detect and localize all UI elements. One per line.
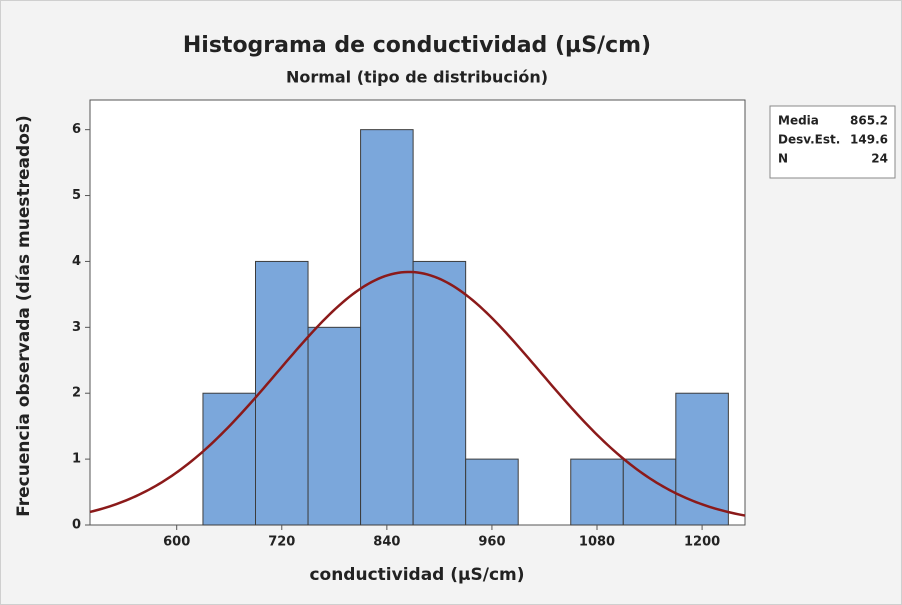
- x-tick-label: 1080: [579, 535, 615, 550]
- y-tick-label: 2: [72, 386, 81, 401]
- bar: [307, 326, 362, 526]
- x-axis-label: conductividad (µS/cm): [309, 565, 524, 585]
- y-tick-label: 1: [72, 452, 81, 467]
- bar: [570, 458, 624, 526]
- chart-title: Histograma de conductividad (µS/cm): [183, 33, 651, 58]
- stat-value: 865.2: [850, 114, 888, 128]
- bar: [465, 458, 519, 526]
- y-tick-label: 3: [72, 320, 81, 335]
- y-tick-label: 5: [72, 188, 81, 203]
- stats-box: [769, 105, 896, 179]
- normal-fit: [89, 270, 746, 517]
- stat-label: N: [778, 152, 788, 166]
- stat-label: Media: [778, 114, 819, 128]
- bar: [360, 129, 414, 526]
- bar: [622, 458, 677, 526]
- y-tick-label: 4: [72, 254, 81, 269]
- y-axis-label: Frecuencia observada (días muestreados): [14, 115, 34, 517]
- bar: [255, 260, 309, 526]
- stat-label: Desv.Est.: [778, 133, 840, 147]
- x-tick-label: 840: [373, 535, 400, 550]
- x-tick-label: 1200: [684, 535, 720, 550]
- stat-value: 24: [871, 152, 888, 166]
- x-tick-label: 720: [268, 535, 295, 550]
- y-tick-label: 6: [72, 122, 81, 137]
- y-tick-label: 0: [72, 518, 81, 533]
- x-tick-label: 960: [478, 535, 505, 550]
- x-tick-label: 600: [163, 535, 190, 550]
- bar: [412, 260, 467, 526]
- bar: [202, 392, 257, 526]
- chart-subtitle: Normal (tipo de distribución): [286, 68, 548, 87]
- stat-value: 149.6: [850, 133, 888, 147]
